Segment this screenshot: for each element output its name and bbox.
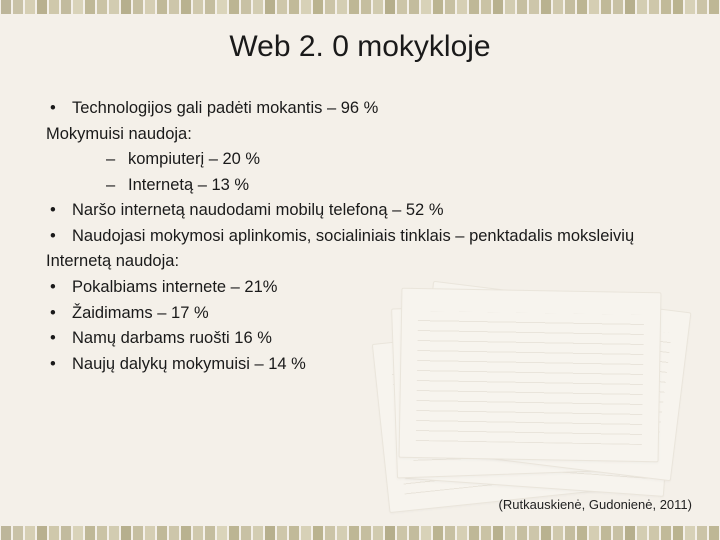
bullet-item: Namų darbams ruošti 16 % xyxy=(46,326,680,352)
slide-content: Web 2. 0 mokykloje Technologijos gali pa… xyxy=(0,0,720,540)
sub-item: kompiuterį – 20 % xyxy=(106,147,680,173)
bullet-item: Naujų dalykų mokymuisi – 14 % xyxy=(46,352,680,378)
bullet-item: Pokalbiams internete – 21% xyxy=(46,275,680,301)
bullet-item: Technologijos gali padėti mokantis – 96 … xyxy=(46,96,680,122)
bullet-item: Naršo internetą naudodami mobilų telefon… xyxy=(46,198,680,224)
plain-item: Internetą naudoja: xyxy=(46,249,680,275)
sub-list: kompiuterį – 20 %Internetą – 13 % xyxy=(46,147,680,198)
bullet-item: Žaidimams – 17 % xyxy=(46,301,680,327)
plain-item: Mokymuisi naudoja: xyxy=(46,122,680,148)
citation-text: (Rutkauskienė, Gudonienė, 2011) xyxy=(499,497,692,512)
bullet-item: Naudojasi mokymosi aplinkomis, socialini… xyxy=(46,224,680,250)
bullet-list: Technologijos gali padėti mokantis – 96 … xyxy=(40,96,680,377)
sub-item: Internetą – 13 % xyxy=(106,173,680,199)
slide-body: Technologijos gali padėti mokantis – 96 … xyxy=(40,96,680,377)
slide-title: Web 2. 0 mokykloje xyxy=(40,30,680,64)
